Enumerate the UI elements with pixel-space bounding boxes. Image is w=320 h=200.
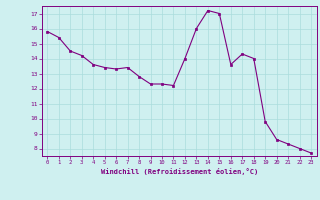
X-axis label: Windchill (Refroidissement éolien,°C): Windchill (Refroidissement éolien,°C) <box>100 168 258 175</box>
